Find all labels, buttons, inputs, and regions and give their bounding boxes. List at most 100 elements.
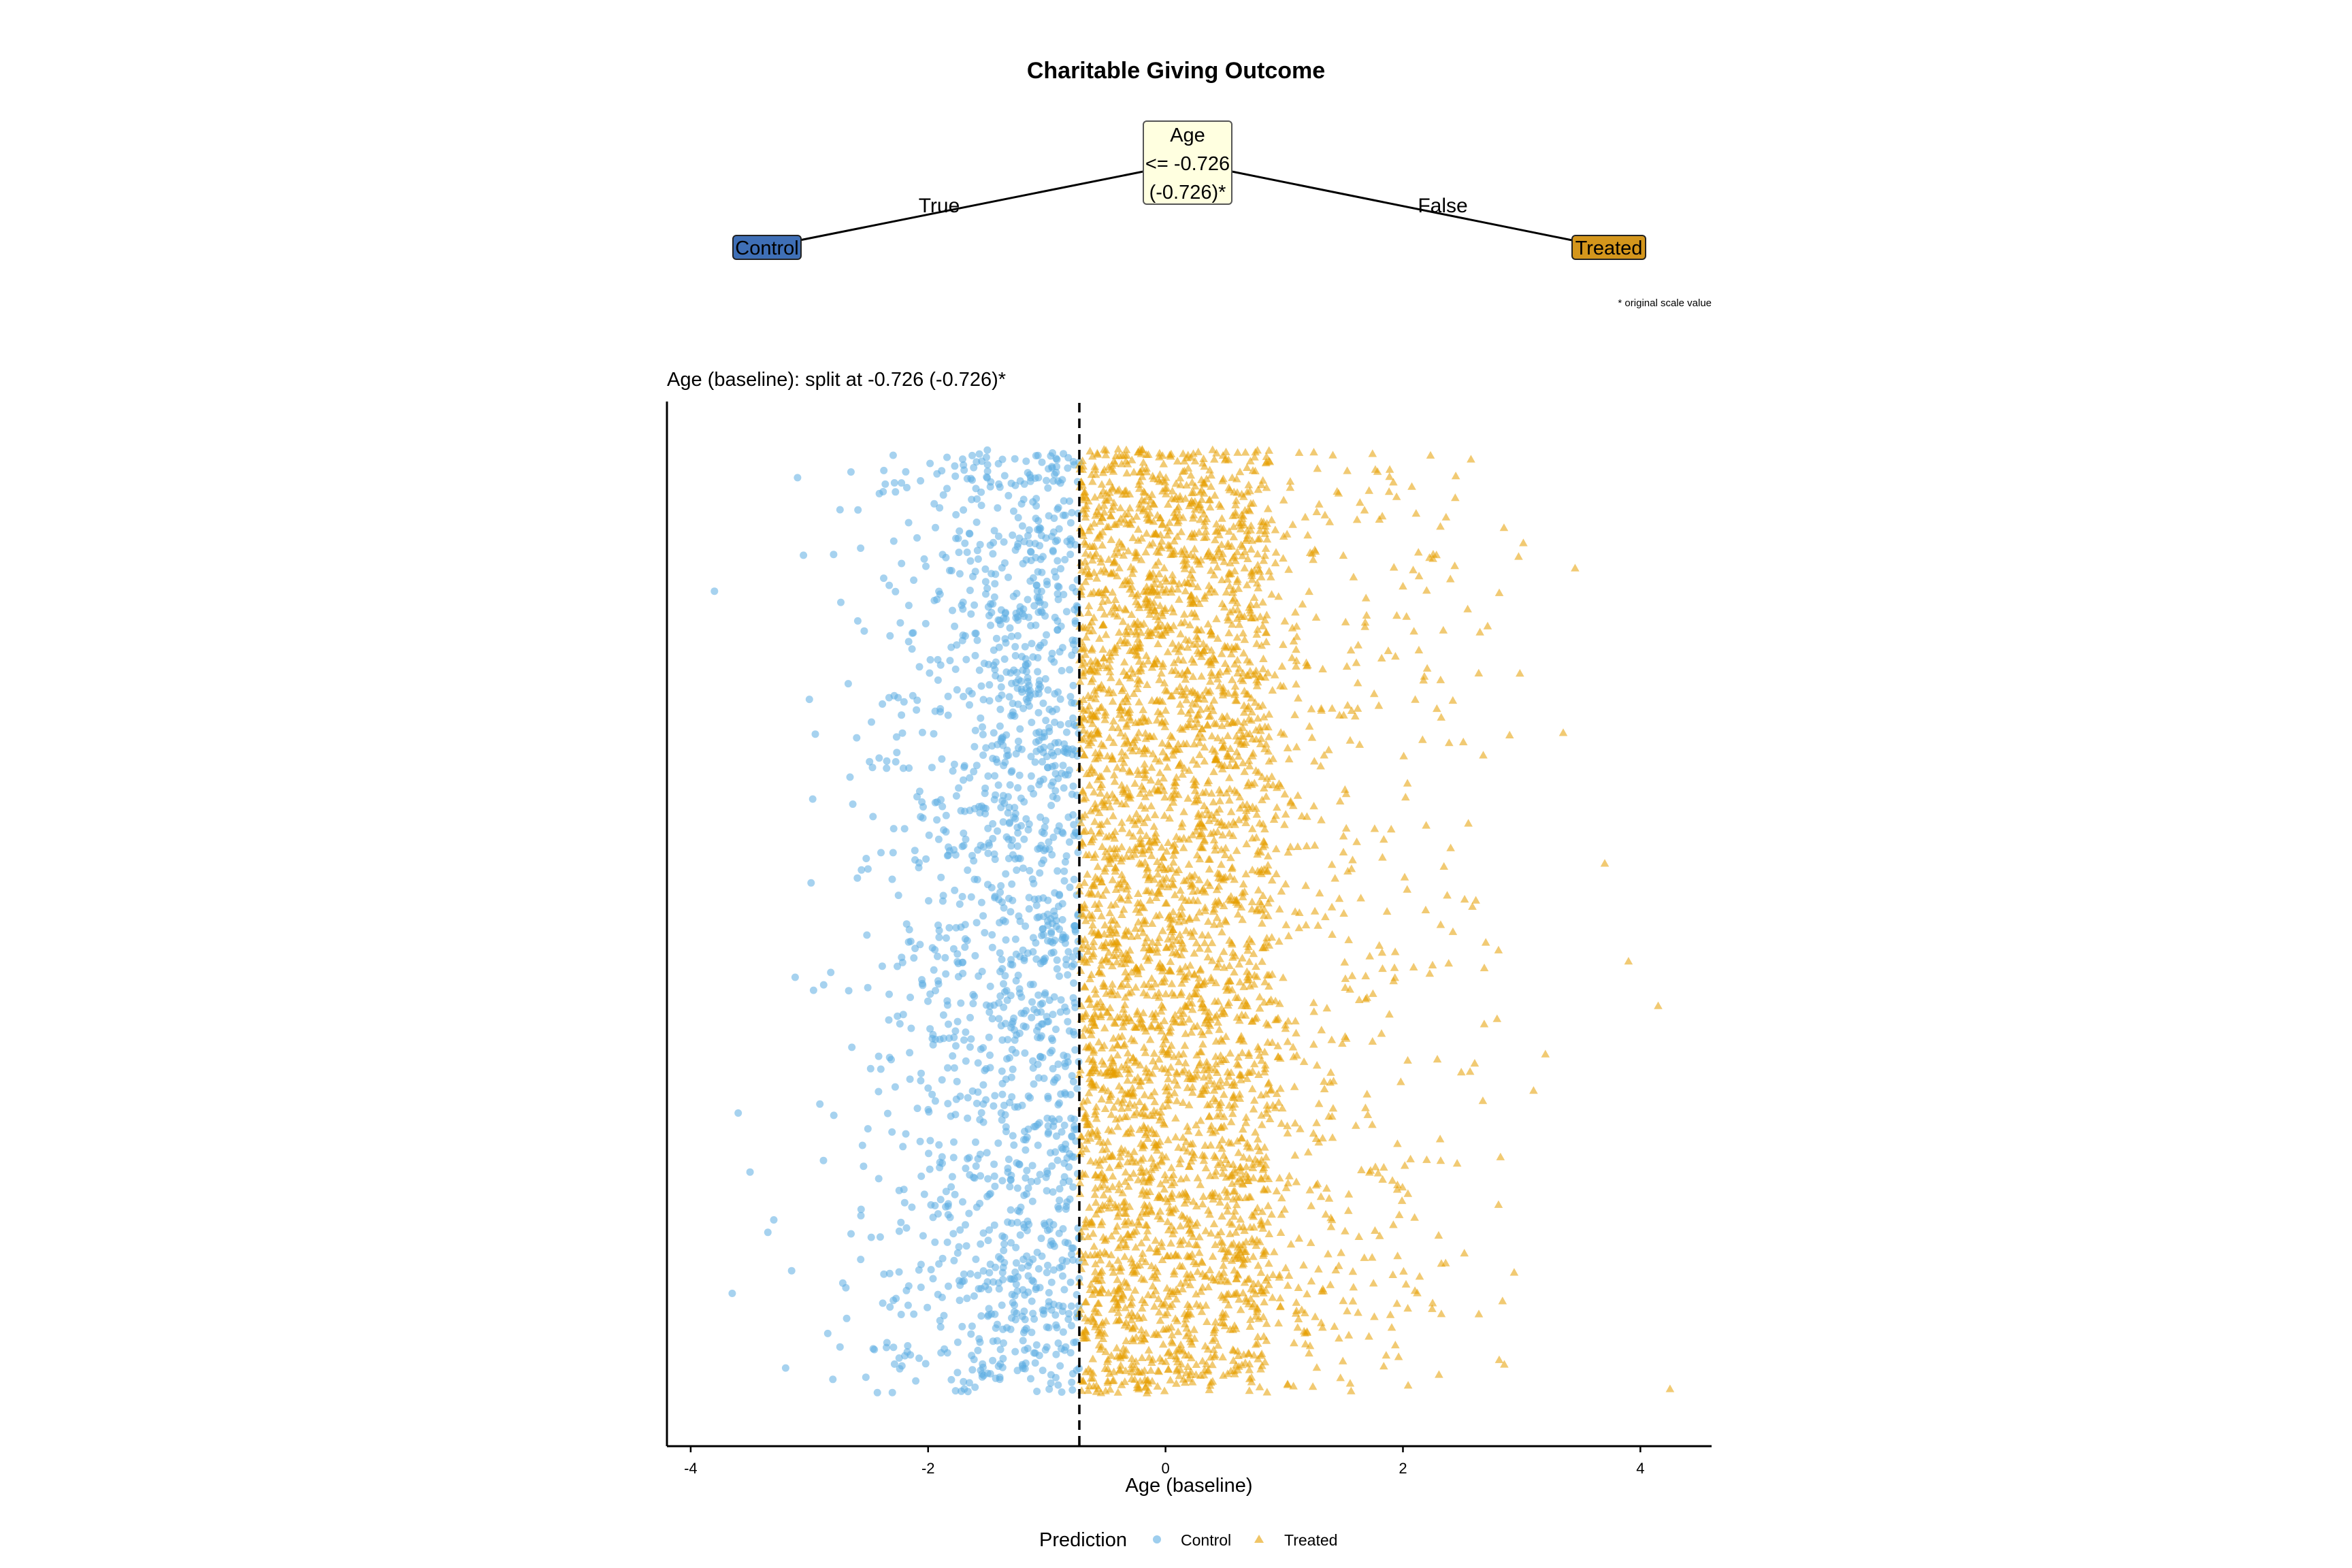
treated-point xyxy=(1169,577,1179,585)
treated-point xyxy=(1226,807,1236,815)
treated-point xyxy=(1134,525,1143,533)
treated-point xyxy=(1120,657,1129,666)
treated-point xyxy=(1200,977,1209,985)
treated-point xyxy=(1094,889,1102,898)
control-point xyxy=(1000,1233,1009,1241)
treated-point xyxy=(1132,932,1142,940)
control-point xyxy=(930,500,938,508)
control-point xyxy=(917,1284,925,1291)
treated-point xyxy=(1206,677,1215,685)
treated-point xyxy=(1264,1201,1273,1209)
control-point xyxy=(853,874,862,882)
control-point xyxy=(985,697,994,705)
treated-point xyxy=(1105,930,1114,938)
treated-point xyxy=(1243,487,1252,496)
treated-point xyxy=(1292,645,1301,653)
treated-point xyxy=(1244,942,1253,950)
treated-point xyxy=(1095,1161,1105,1169)
treated-point xyxy=(1283,1037,1292,1045)
control-point xyxy=(932,987,939,995)
treated-point xyxy=(1294,1283,1303,1291)
control-point xyxy=(967,474,975,483)
treated-point xyxy=(1096,1205,1105,1213)
control-point xyxy=(986,541,994,549)
treated-point xyxy=(1204,931,1213,939)
treated-point xyxy=(1217,860,1226,868)
treated-point xyxy=(1159,774,1168,782)
treated-point xyxy=(1179,656,1188,664)
treated-point xyxy=(1163,531,1172,539)
treated-point xyxy=(1289,636,1298,644)
treated-point xyxy=(1222,667,1231,675)
treated-point xyxy=(1166,588,1176,596)
control-point xyxy=(951,1027,960,1035)
treated-point xyxy=(1139,1174,1148,1182)
treated-point xyxy=(1081,568,1090,576)
treated-point xyxy=(1107,568,1115,576)
treated-point xyxy=(1480,1019,1489,1028)
control-point xyxy=(1066,1278,1075,1286)
treated-point xyxy=(1089,949,1098,958)
control-point xyxy=(1020,798,1028,806)
treated-point xyxy=(1190,1150,1198,1158)
control-point xyxy=(1053,956,1061,964)
treated-point xyxy=(1142,1221,1152,1229)
treated-point xyxy=(1115,1365,1124,1373)
treated-point xyxy=(1185,1302,1194,1310)
treated-point xyxy=(1104,1288,1113,1296)
control-point xyxy=(1070,821,1078,829)
treated-point xyxy=(1176,968,1185,976)
treated-point xyxy=(1144,502,1154,510)
control-point xyxy=(1071,619,1079,627)
treated-point xyxy=(1184,766,1194,774)
treated-point xyxy=(1263,1105,1272,1113)
control-point xyxy=(864,983,872,992)
control-point xyxy=(1054,738,1062,747)
treated-point xyxy=(1230,551,1239,559)
treated-point xyxy=(1154,870,1162,878)
treated-point xyxy=(1317,815,1326,823)
control-point xyxy=(894,962,901,970)
control-point xyxy=(1019,704,1028,713)
treated-point xyxy=(1194,1128,1203,1137)
treated-point xyxy=(1204,1365,1213,1373)
control-point xyxy=(1013,542,1022,551)
treated-point xyxy=(1188,1088,1197,1096)
control-point xyxy=(1066,497,1073,505)
control-point xyxy=(1066,1091,1075,1098)
control-point xyxy=(1041,1346,1049,1354)
treated-point xyxy=(1108,1043,1117,1051)
treated-point xyxy=(1200,1272,1210,1280)
control-point xyxy=(996,949,1004,957)
treated-point xyxy=(1273,1041,1282,1049)
control-point xyxy=(977,1240,985,1248)
treated-point xyxy=(1233,910,1243,918)
control-point xyxy=(993,758,1001,766)
control-point xyxy=(1026,1094,1034,1102)
treated-point xyxy=(1258,1120,1267,1128)
treated-point xyxy=(1324,745,1333,753)
treated-point xyxy=(1258,476,1267,484)
control-point xyxy=(936,1317,944,1324)
treated-point xyxy=(1365,951,1374,960)
treated-point xyxy=(1166,1375,1175,1384)
treated-point xyxy=(1257,1283,1267,1291)
treated-point xyxy=(1254,702,1263,710)
control-point xyxy=(1023,1226,1031,1235)
control-point xyxy=(947,643,956,651)
treated-point xyxy=(1262,483,1271,491)
control-point xyxy=(1020,954,1028,962)
control-point xyxy=(1066,693,1075,701)
treated-point xyxy=(1171,1204,1180,1212)
treated-point xyxy=(1236,521,1245,529)
control-point xyxy=(988,943,996,951)
treated-point xyxy=(1139,1334,1149,1343)
treated-point xyxy=(1391,1341,1400,1349)
control-point xyxy=(904,519,913,527)
treated-point xyxy=(1180,617,1190,625)
control-point xyxy=(959,958,967,966)
treated-point xyxy=(1081,549,1090,557)
treated-point xyxy=(1141,1064,1151,1072)
control-point xyxy=(946,657,954,665)
control-point xyxy=(1020,612,1028,621)
